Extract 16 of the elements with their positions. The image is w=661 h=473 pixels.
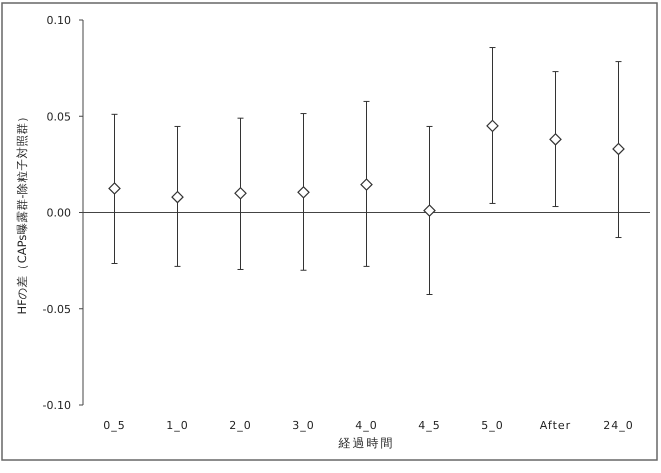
y-axis-title: HFの差（CAPs曝露群-除粒子対照群） — [15, 110, 29, 315]
x-tick-label: 2_0 — [229, 419, 252, 432]
x-tick-label: 1_0 — [166, 419, 189, 432]
x-tick-label: 0_5 — [103, 419, 126, 432]
y-tick-label: -0.05 — [42, 302, 71, 316]
x-tick-label: 4_5 — [418, 419, 441, 432]
y-tick-label: -0.10 — [42, 399, 71, 412]
y-tick-label: 0.00 — [46, 206, 71, 220]
x-tick-label: After — [540, 419, 572, 432]
x-axis-title: 経過時間 — [338, 436, 394, 450]
x-tick-label: 24_0 — [603, 419, 634, 432]
y-tick-label: 0.05 — [46, 110, 71, 124]
y-tick-label: 0.10 — [46, 14, 71, 27]
x-tick-label: 3_0 — [292, 419, 315, 432]
x-tick-label: 5_0 — [481, 419, 504, 432]
x-tick-label: 4_0 — [355, 419, 378, 432]
